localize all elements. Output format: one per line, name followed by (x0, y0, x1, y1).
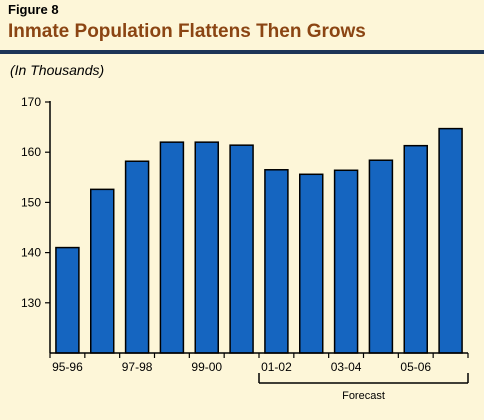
bar-05-06 (403, 144, 428, 354)
y-tick-label: 140 (21, 246, 41, 260)
bar-06-07 (438, 127, 463, 354)
y-tick-label: 150 (21, 195, 41, 209)
x-tick-label: 99-00 (191, 360, 222, 374)
bar-03-04 (333, 169, 359, 354)
forecast-bracket: Forecast (258, 373, 469, 402)
bars-layer (55, 127, 463, 354)
x-tick-label: 95-96 (52, 360, 83, 374)
x-tick-label: 05-06 (400, 360, 431, 374)
axes-layer (45, 101, 469, 358)
y-tick-label: 160 (21, 145, 41, 159)
bar-02-03 (299, 173, 324, 354)
bar-96-97 (90, 188, 115, 354)
forecast-label: Forecast (342, 390, 385, 402)
labels-layer: 130 140 150 160 170 95-96 97-98 99-00 01-02 03-04… (21, 95, 431, 374)
bar-01-02 (264, 169, 289, 354)
bar-98-99 (159, 141, 185, 354)
bar-95-96 (55, 246, 80, 354)
y-tick-label: 170 (21, 95, 41, 109)
bar-00-01 (229, 144, 254, 354)
bar-97-98 (124, 160, 150, 354)
x-tick-label: 01-02 (261, 360, 292, 374)
x-tick-label: 97-98 (122, 360, 153, 374)
bar-04-05 (368, 159, 394, 354)
figure-title: Inmate Population Flattens Then Grows (8, 21, 366, 42)
title-divider (0, 50, 484, 54)
y-axis-units-label: (In Thousands) (10, 62, 105, 78)
x-tick-label: 03-04 (331, 360, 362, 374)
figure-label: Figure 8 (8, 2, 59, 17)
bar-99-00 (194, 141, 219, 354)
y-tick-label: 130 (21, 296, 41, 310)
